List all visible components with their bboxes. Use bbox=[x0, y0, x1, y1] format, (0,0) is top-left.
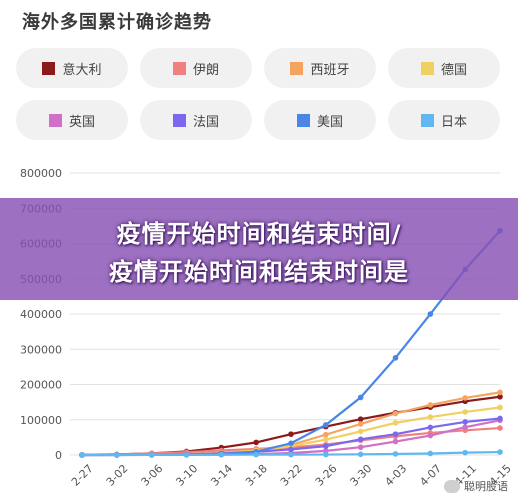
legend-label: 日本 bbox=[440, 114, 467, 130]
legend-item[interactable]: 意大利 bbox=[16, 48, 128, 88]
data-point bbox=[462, 409, 468, 415]
data-point bbox=[497, 404, 503, 411]
x-tick-label: 3-26 bbox=[313, 462, 340, 489]
y-tick-label: 300000 bbox=[20, 343, 62, 356]
data-point bbox=[462, 424, 468, 430]
x-tick-label: 4-03 bbox=[382, 462, 409, 489]
wechat-icon bbox=[444, 479, 460, 493]
y-tick-label: 0 bbox=[55, 449, 62, 462]
legend-label: 美国 bbox=[316, 114, 343, 130]
x-tick-label: 3-14 bbox=[208, 462, 235, 489]
y-tick-label: 200000 bbox=[20, 379, 62, 392]
data-point bbox=[497, 393, 503, 400]
legend-swatch bbox=[420, 113, 434, 127]
overlay-banner: 疫情开始时间和结束时间/ 疫情开始时间和结束时间是 bbox=[0, 198, 518, 300]
watermark: 聪明股语 bbox=[444, 478, 508, 494]
legend-swatch bbox=[42, 61, 56, 75]
data-point bbox=[357, 436, 364, 443]
legend-swatch bbox=[172, 61, 186, 75]
legend-label: 伊朗 bbox=[192, 62, 219, 78]
data-point bbox=[253, 439, 259, 446]
data-point bbox=[427, 450, 434, 457]
legend-label: 德国 bbox=[440, 62, 467, 78]
data-point bbox=[497, 415, 503, 422]
data-point bbox=[462, 449, 468, 456]
data-point bbox=[357, 428, 364, 435]
data-point bbox=[357, 444, 364, 451]
chart-title: 海外多国累计确诊趋势 bbox=[22, 12, 212, 33]
data-point bbox=[497, 449, 503, 455]
data-point bbox=[462, 419, 468, 425]
legend-item[interactable]: 德国 bbox=[388, 48, 500, 88]
banner-line-2: 疫情开始时间和结束时间是 bbox=[109, 258, 409, 286]
data-point bbox=[392, 451, 399, 457]
legend-item[interactable]: 西班牙 bbox=[264, 48, 376, 88]
data-point bbox=[357, 451, 364, 458]
data-point bbox=[323, 431, 329, 438]
data-point bbox=[148, 452, 155, 458]
data-point bbox=[253, 451, 259, 458]
data-point bbox=[288, 446, 294, 453]
data-point bbox=[392, 355, 399, 361]
data-point bbox=[462, 395, 468, 401]
y-tick-label: 400000 bbox=[20, 308, 62, 321]
legend-item[interactable]: 日本 bbox=[388, 100, 500, 140]
legend-item[interactable]: 法国 bbox=[140, 100, 252, 140]
banner-line-1: 疫情开始时间和结束时间/ bbox=[116, 220, 402, 248]
x-tick-label: 3-30 bbox=[348, 462, 375, 489]
data-point bbox=[427, 424, 434, 431]
data-point bbox=[323, 422, 329, 428]
legend-label: 英国 bbox=[68, 114, 95, 130]
data-point bbox=[183, 451, 190, 458]
data-point bbox=[288, 440, 294, 447]
data-point bbox=[79, 452, 85, 458]
data-point bbox=[427, 414, 434, 420]
x-tick-label: 3-10 bbox=[173, 462, 200, 489]
legend-swatch bbox=[420, 61, 434, 75]
legend-swatch bbox=[172, 113, 186, 127]
legend-label: 西班牙 bbox=[310, 62, 350, 78]
legend-swatch bbox=[296, 113, 310, 127]
legend-label: 法国 bbox=[192, 114, 219, 130]
x-tick-label: 4-07 bbox=[417, 462, 444, 489]
data-point bbox=[392, 431, 399, 437]
data-point bbox=[323, 436, 329, 443]
legend-item[interactable]: 美国 bbox=[264, 100, 376, 140]
watermark-text: 聪明股语 bbox=[464, 480, 508, 493]
data-point bbox=[427, 432, 434, 439]
data-point bbox=[323, 443, 329, 449]
data-point bbox=[392, 438, 399, 445]
x-tick-label: 3-22 bbox=[278, 462, 305, 489]
data-point bbox=[357, 421, 364, 427]
data-point bbox=[427, 402, 434, 408]
legend-label: 意大利 bbox=[62, 62, 102, 78]
data-point bbox=[218, 451, 225, 458]
data-point bbox=[427, 311, 434, 317]
legend-swatch bbox=[290, 61, 304, 75]
data-point bbox=[392, 410, 399, 417]
legend-item[interactable]: 伊朗 bbox=[140, 48, 252, 88]
data-point bbox=[288, 451, 294, 458]
legend-item[interactable]: 英国 bbox=[16, 100, 128, 140]
x-tick-label: 3-06 bbox=[139, 462, 166, 489]
data-point bbox=[288, 431, 294, 437]
data-point bbox=[357, 394, 364, 401]
legend: 意大利 伊朗 西班牙 德国英国 法国 美国 日本 bbox=[16, 48, 504, 140]
data-point bbox=[497, 389, 503, 396]
y-tick-label: 800000 bbox=[20, 167, 62, 180]
data-point bbox=[497, 425, 503, 431]
data-point bbox=[392, 420, 399, 426]
legend-swatch bbox=[48, 113, 62, 127]
data-point bbox=[114, 452, 120, 458]
x-tick-label: 3-02 bbox=[104, 462, 131, 489]
y-tick-label: 100000 bbox=[20, 414, 62, 427]
x-tick-label: 3-18 bbox=[243, 462, 270, 489]
data-point bbox=[323, 451, 329, 458]
data-point bbox=[357, 416, 364, 422]
x-tick-label: 2-27 bbox=[69, 462, 96, 489]
